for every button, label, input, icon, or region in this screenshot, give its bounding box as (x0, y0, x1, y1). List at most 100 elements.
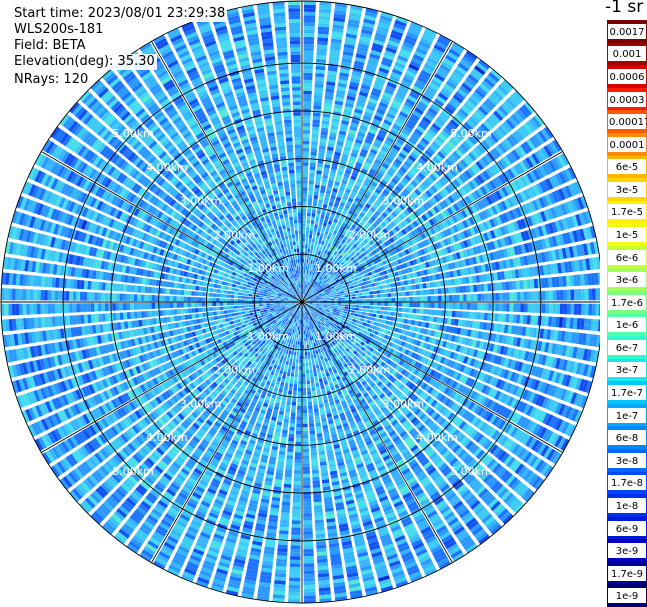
ray-gate (332, 275, 337, 279)
ray-gate (541, 303, 546, 314)
ray-gate (377, 239, 383, 245)
ray-gate (455, 176, 464, 186)
ray-gate (531, 291, 535, 301)
ray-gate (455, 294, 460, 302)
ray-gate (513, 164, 522, 176)
ray-gate (344, 295, 349, 298)
ray-gate (472, 225, 479, 235)
ray-gate (339, 72, 349, 78)
ray-gate (489, 149, 499, 160)
ray-gate (510, 113, 521, 125)
ray-gate (538, 290, 543, 301)
ray-gate (308, 405, 313, 410)
ray-gate (306, 384, 311, 388)
ray-gate (323, 261, 328, 266)
ray-gate (305, 266, 308, 271)
ray-gate (321, 273, 325, 277)
ray-gate (350, 5, 363, 11)
ray-gate (357, 46, 369, 53)
ray-gate (331, 165, 338, 171)
ray-gate (509, 303, 514, 312)
ray-gate (427, 56, 439, 66)
ray-gate (388, 257, 394, 263)
ray-gate (341, 198, 347, 204)
ray-gate (303, 79, 313, 84)
ray-gate (308, 241, 312, 246)
ray-gate (303, 319, 305, 324)
ray-gate (350, 246, 355, 251)
ray-gate (337, 208, 343, 214)
ray-gate (333, 294, 338, 297)
ray-gate (476, 312, 481, 320)
ray-gate (520, 125, 530, 137)
ray-gate (325, 267, 329, 272)
ray-gate (342, 259, 347, 264)
ray-gate (303, 574, 315, 578)
ray-gate (303, 327, 305, 331)
ray-gate (305, 299, 309, 302)
ray-gate (322, 293, 326, 296)
ray-gate (330, 303, 335, 306)
ray-gate (330, 125, 339, 130)
ray-gate (355, 161, 363, 168)
ray-gate (509, 134, 519, 145)
ray-gate (316, 262, 320, 266)
ray-gate (376, 294, 381, 298)
ray-gate (320, 277, 324, 281)
ray-gate (305, 359, 308, 363)
ray-gate (343, 146, 351, 152)
ray-gate (390, 147, 399, 155)
ray-gate (338, 276, 343, 281)
ray-gate (319, 276, 323, 280)
ray-gate (302, 284, 304, 288)
ray-gate (342, 285, 347, 289)
ray-gate (365, 312, 370, 316)
ray-gate (468, 216, 475, 226)
ray-gate (416, 302, 421, 308)
ray-gate (302, 208, 307, 213)
ray-gate (355, 320, 360, 324)
ray-gate (351, 74, 361, 81)
ray-gate (422, 315, 427, 321)
ray-gate (338, 130, 347, 136)
ray-gate (384, 306, 388, 311)
ray-gate (345, 36, 357, 43)
ray-gate (444, 105, 455, 115)
ray-gate (382, 57, 393, 64)
ray-gate (373, 294, 378, 298)
ray-gate (348, 159, 356, 165)
ray-gate (305, 244, 308, 249)
ray-gate (470, 178, 479, 188)
ray-gate (472, 130, 483, 141)
ray-gate (316, 288, 320, 292)
ray-gate (355, 218, 361, 224)
ray-gate (486, 74, 498, 86)
ray-gate (324, 276, 329, 281)
ray-gate (467, 74, 479, 84)
ray-gate (336, 257, 341, 262)
ray-gate (304, 337, 306, 342)
ray-gate (310, 448, 317, 453)
ray-gate (320, 263, 324, 268)
ray-gate (365, 8, 379, 15)
ray-gate (317, 159, 324, 164)
ray-gate (448, 254, 454, 262)
ray-gate (315, 360, 319, 365)
ray-gate (319, 1, 332, 6)
ray-gate (420, 155, 429, 163)
ray-gate (316, 51, 327, 56)
ray-gate (303, 570, 315, 575)
ray-gate (302, 223, 306, 227)
ray-gate (338, 217, 344, 222)
ray-gate (426, 254, 432, 261)
ray-gate (334, 104, 343, 109)
ray-gate (495, 190, 503, 200)
ray-gate (305, 333, 308, 338)
ray-gate (302, 162, 309, 166)
ray-gate (334, 271, 338, 275)
ray-gate (430, 196, 438, 205)
ray-gate (323, 298, 327, 300)
ray-gate (372, 191, 380, 198)
ray-gate (302, 201, 307, 206)
ray-gate (309, 369, 313, 374)
